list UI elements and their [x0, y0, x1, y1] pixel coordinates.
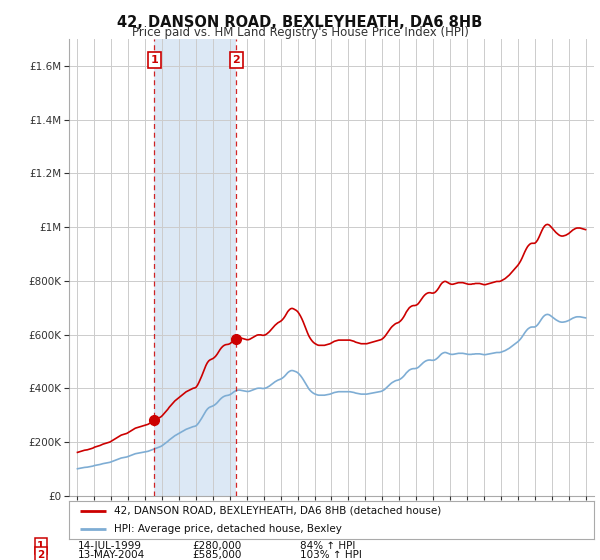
Text: HPI: Average price, detached house, Bexley: HPI: Average price, detached house, Bexl…	[113, 524, 341, 534]
Text: £280,000: £280,000	[192, 541, 241, 551]
Text: 14-JUL-1999: 14-JUL-1999	[78, 541, 142, 551]
Bar	[154, 39, 236, 496]
Text: 84% ↑ HPI: 84% ↑ HPI	[300, 541, 355, 551]
Text: 42, DANSON ROAD, BEXLEYHEATH, DA6 8HB (detached house): 42, DANSON ROAD, BEXLEYHEATH, DA6 8HB (d…	[113, 506, 441, 516]
Text: 2: 2	[37, 550, 44, 560]
Text: Price paid vs. HM Land Registry's House Price Index (HPI): Price paid vs. HM Land Registry's House …	[131, 26, 469, 39]
Text: 1: 1	[37, 541, 44, 551]
Text: 1: 1	[151, 55, 158, 65]
Text: 13-MAY-2004: 13-MAY-2004	[78, 550, 145, 560]
Text: 103% ↑ HPI: 103% ↑ HPI	[300, 550, 362, 560]
Text: 2: 2	[232, 55, 240, 65]
Text: £585,000: £585,000	[192, 550, 241, 560]
Text: 42, DANSON ROAD, BEXLEYHEATH, DA6 8HB: 42, DANSON ROAD, BEXLEYHEATH, DA6 8HB	[118, 15, 482, 30]
